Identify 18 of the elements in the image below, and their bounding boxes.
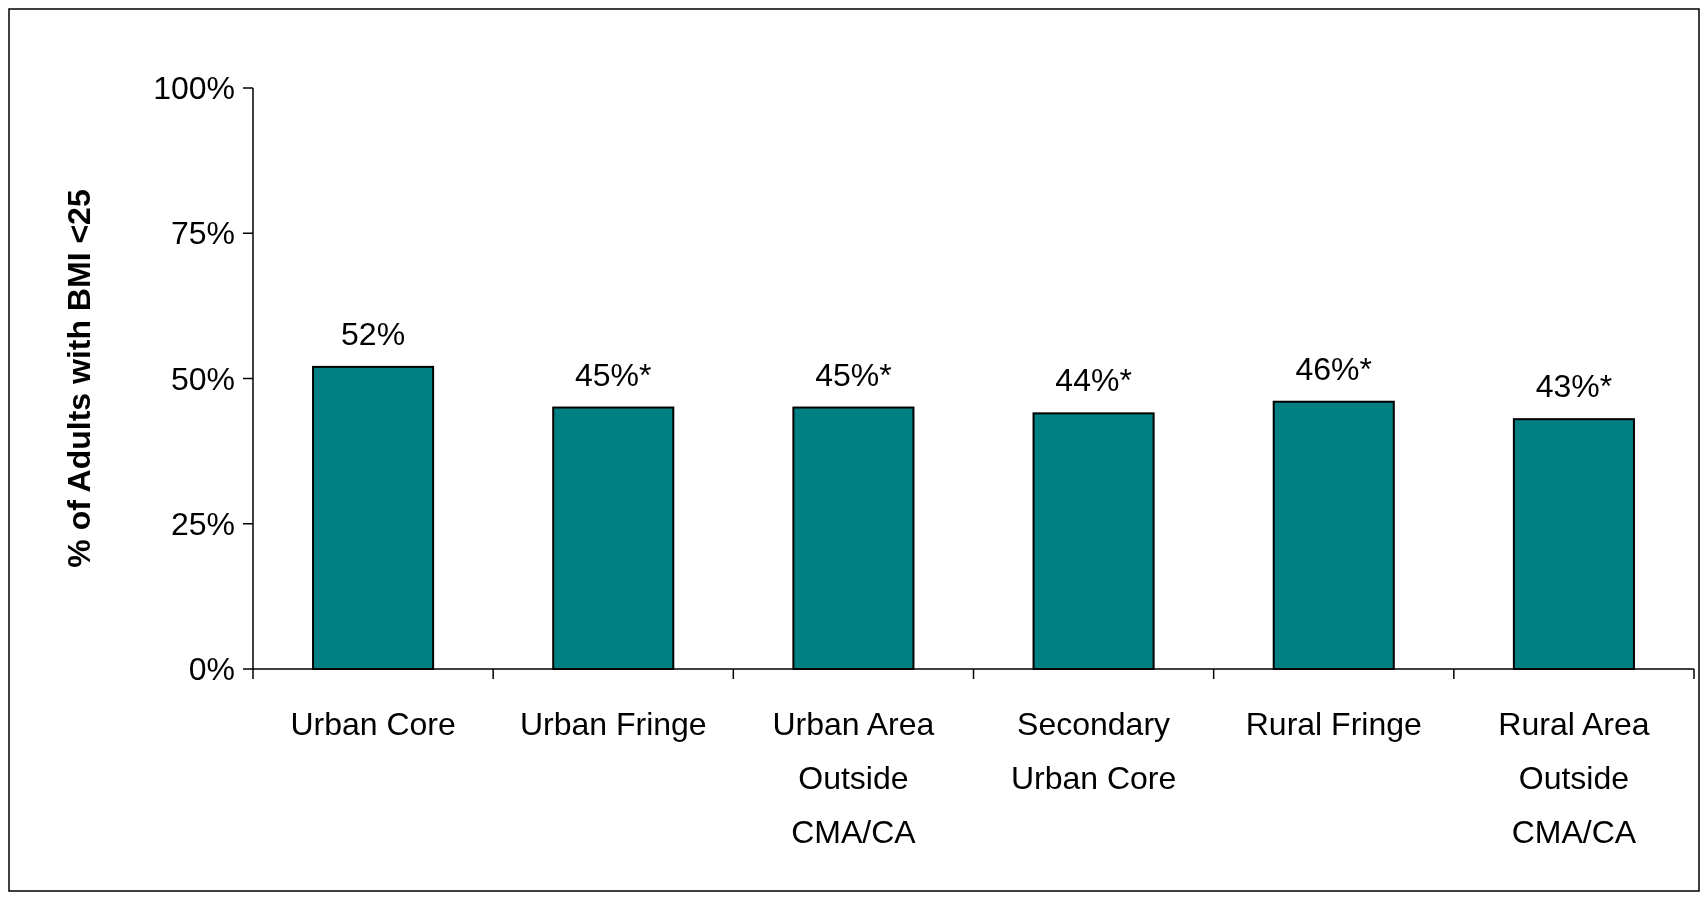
data-label: 46%* [1295, 350, 1372, 387]
y-tick-label: 75% [170, 215, 235, 252]
data-label: 52% [341, 315, 406, 352]
x-tick-label: Urban Core [290, 706, 456, 742]
y-tick-label: 100% [153, 70, 235, 107]
x-tick-label: Rural Area Outside CMA/CA [1498, 706, 1650, 850]
x-tick-label: Urban Area Outside CMA/CA [772, 706, 935, 850]
data-label: 44%* [1055, 362, 1132, 399]
y-tick-label: 25% [170, 505, 235, 542]
y-axis-title: % of Adults with BMI <25 [61, 189, 97, 568]
x-tick-label: Secondary Urban Core [1010, 706, 1177, 796]
x-tick-label: Urban Fringe [519, 706, 707, 742]
data-label: 45%* [815, 356, 892, 393]
x-tick-label: Rural Fringe [1245, 706, 1422, 742]
y-tick-label: 50% [170, 360, 235, 397]
data-label: 43%* [1535, 368, 1613, 405]
data-label: 45%* [575, 356, 652, 393]
y-tick-label: 0% [188, 651, 235, 688]
